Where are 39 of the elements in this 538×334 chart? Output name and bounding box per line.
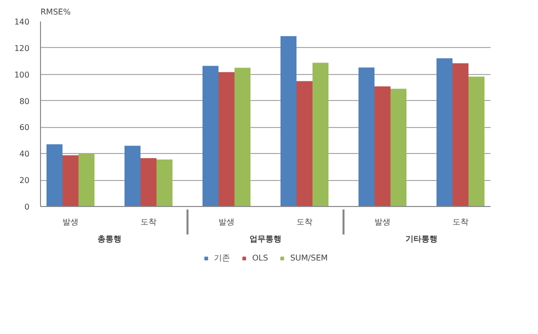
legend-label: SUM/SEM xyxy=(290,254,328,262)
y-axis-title: RMSE% xyxy=(40,8,72,16)
y-tick-label: 80 xyxy=(19,96,30,106)
x-tick-label: 발생 xyxy=(374,218,390,226)
x-tick-label: 도착 xyxy=(452,218,468,226)
bar xyxy=(62,155,78,206)
bar xyxy=(280,36,296,206)
bar xyxy=(468,76,484,206)
y-tick-label: 100 xyxy=(14,70,30,80)
text: 총통행 xyxy=(98,234,122,244)
bar xyxy=(124,146,140,206)
bar xyxy=(202,66,218,206)
bar xyxy=(312,62,328,206)
bar xyxy=(218,72,234,206)
bar xyxy=(452,63,468,206)
bar xyxy=(374,86,390,206)
bar xyxy=(358,67,374,206)
bar xyxy=(78,154,94,206)
bar xyxy=(46,144,62,206)
y-tick-label: 20 xyxy=(19,176,30,186)
x-tick-label: 발생 xyxy=(218,218,234,226)
text: 기타통행 xyxy=(406,234,438,244)
bar xyxy=(140,158,156,206)
y-tick-label: 40 xyxy=(19,150,30,159)
bar xyxy=(156,159,172,206)
y-tick-label: 140 xyxy=(14,18,30,26)
x-tick-label: 도착 xyxy=(140,218,156,226)
x-tick-label: 발생 xyxy=(62,218,78,226)
legend-label: OLS xyxy=(252,254,270,262)
y-tick-label: 60 xyxy=(19,123,30,132)
y-tick-label: 0 xyxy=(24,202,30,212)
bar xyxy=(296,81,312,206)
y-tick-label: 120 xyxy=(14,44,30,53)
bar xyxy=(234,68,250,206)
legend-label: 기존 xyxy=(214,252,232,264)
bar xyxy=(390,88,406,206)
text: 업무통행 xyxy=(250,234,282,244)
bar xyxy=(436,58,452,206)
x-tick-label: 도착 xyxy=(296,218,312,226)
